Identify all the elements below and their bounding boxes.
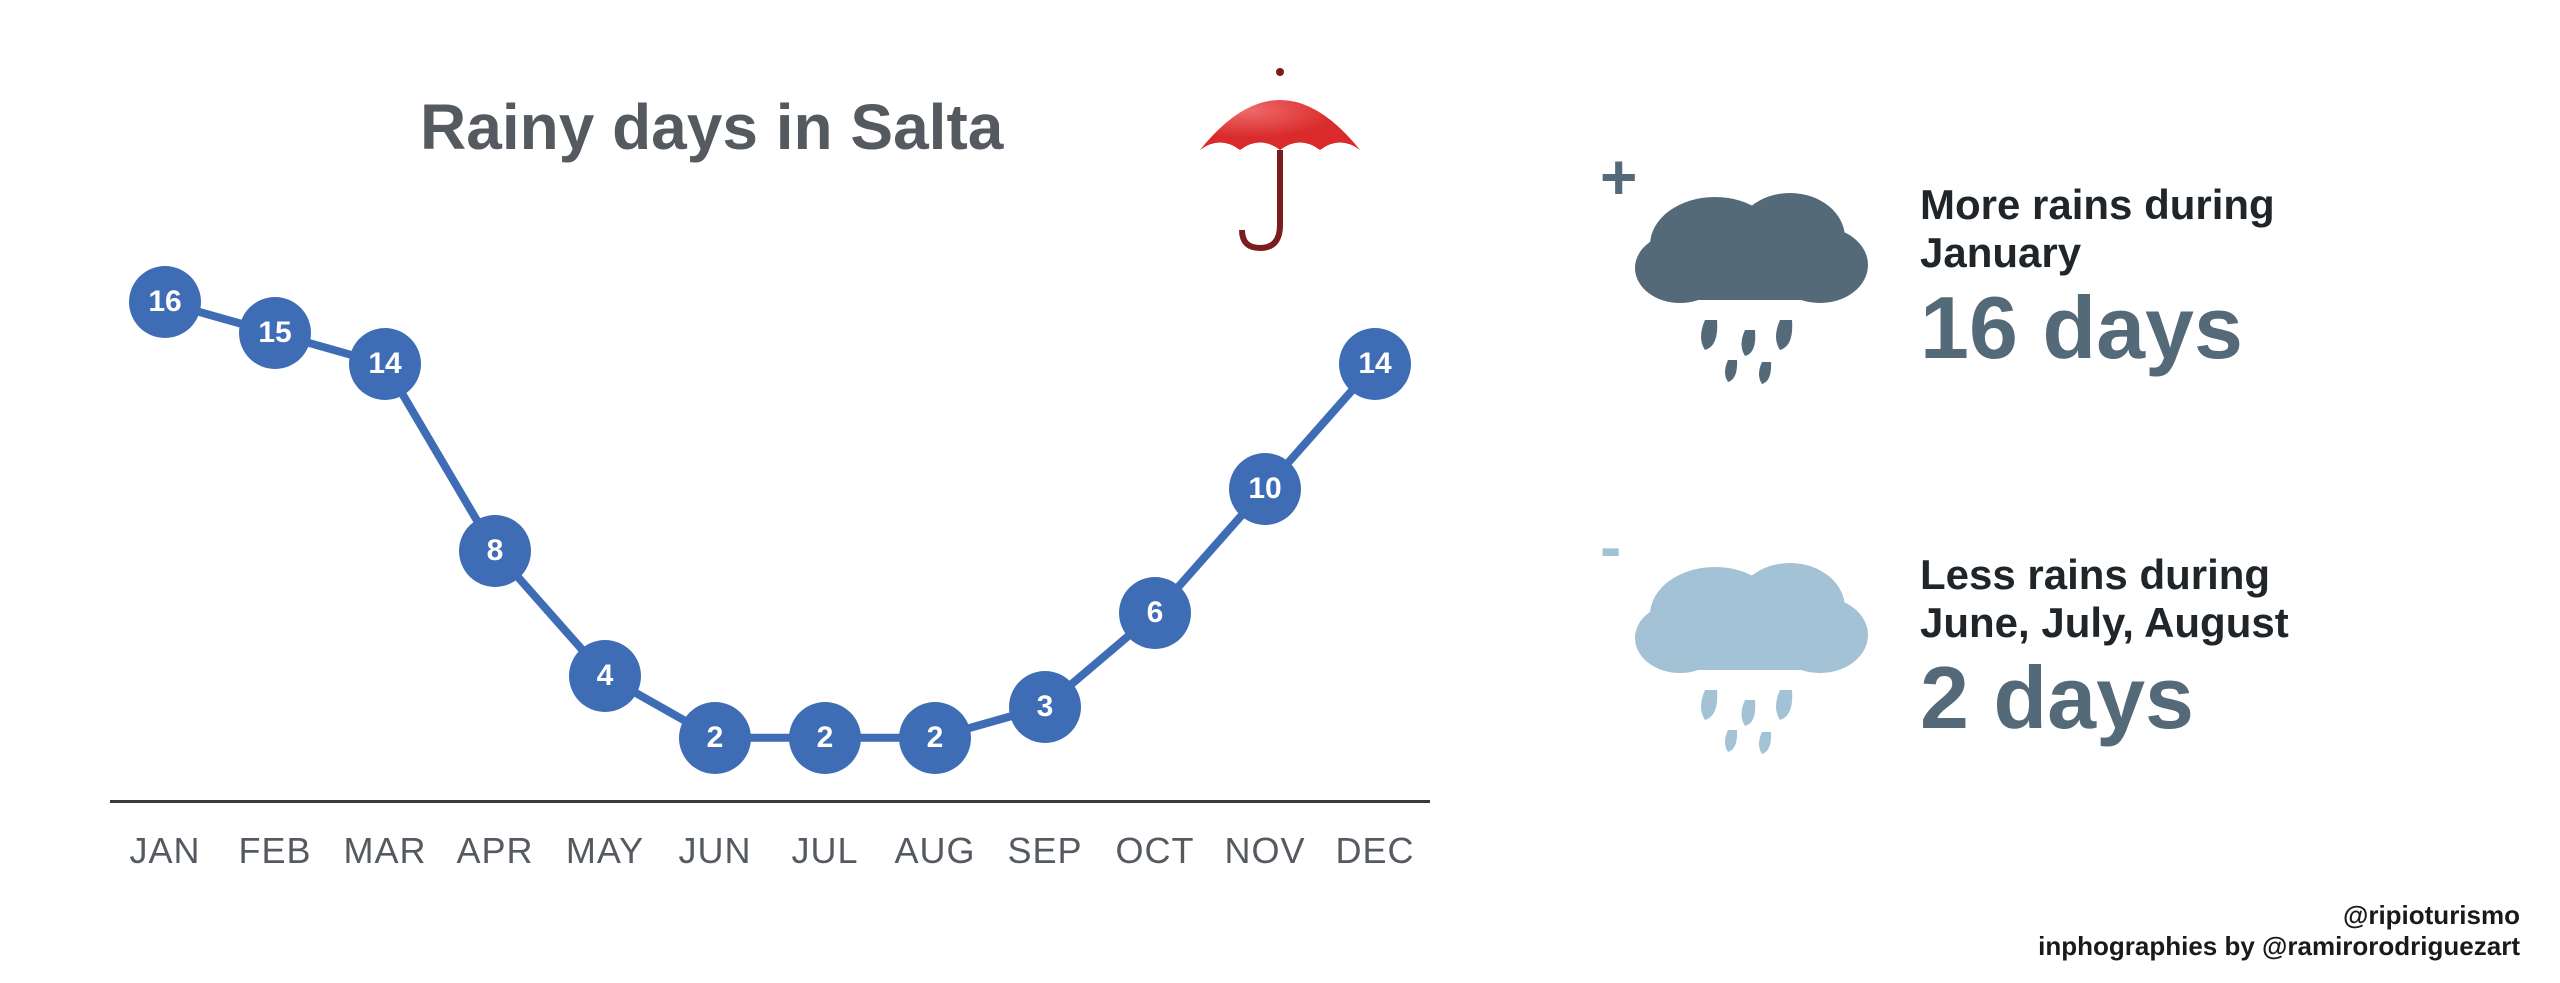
x-tick-label: NOV xyxy=(1224,830,1305,872)
rain-cloud-dark-icon: + xyxy=(1620,170,1880,390)
more-days-big: 16 days xyxy=(1920,277,2275,379)
data-point: 16 xyxy=(129,266,201,338)
less-line2: June, July, August xyxy=(1920,599,2289,647)
x-tick-label: AUG xyxy=(894,830,975,872)
x-tick-label: FEB xyxy=(238,830,311,872)
data-point: 3 xyxy=(1009,671,1081,743)
more-line2: January xyxy=(1920,229,2275,277)
credits: @ripioturismo inphographies by @ramiroro… xyxy=(2038,900,2520,962)
less-line1: Less rains during xyxy=(1920,551,2289,599)
x-tick-label: APR xyxy=(456,830,533,872)
credits-line2: inphographies by @ramirorodriguezart xyxy=(2038,931,2520,962)
data-point: 14 xyxy=(1339,328,1411,400)
less-days-big: 2 days xyxy=(1920,647,2289,749)
callout-more-rain: + More rains during January 16 days xyxy=(1620,170,2275,390)
x-tick-label: MAR xyxy=(344,830,427,872)
x-tick-label: OCT xyxy=(1116,830,1195,872)
x-tick-label: MAY xyxy=(566,830,644,872)
x-tick-label: JUN xyxy=(679,830,752,872)
x-tick-label: JAN xyxy=(129,830,200,872)
data-point: 2 xyxy=(899,702,971,774)
data-point: 15 xyxy=(239,297,311,369)
x-axis xyxy=(110,800,1430,803)
data-point: 2 xyxy=(679,702,751,774)
infographic-root: Rainy days in Salta 16151484222361014 JA… xyxy=(0,0,2560,983)
credits-line1: @ripioturismo xyxy=(2038,900,2520,931)
x-tick-label: JUL xyxy=(791,830,858,872)
x-tick-label: DEC xyxy=(1335,830,1414,872)
data-point: 2 xyxy=(789,702,861,774)
more-line1: More rains during xyxy=(1920,181,2275,229)
data-point: 4 xyxy=(569,640,641,712)
callout-more-text: More rains during January 16 days xyxy=(1920,181,2275,379)
rainy-days-chart: 16151484222361014 JANFEBMARAPRMAYJUNJULA… xyxy=(110,240,1430,900)
data-point: 8 xyxy=(459,515,531,587)
umbrella-icon xyxy=(1180,60,1380,260)
callout-less-text: Less rains during June, July, August 2 d… xyxy=(1920,551,2289,749)
data-point: 10 xyxy=(1229,453,1301,525)
rain-cloud-light-icon: - xyxy=(1620,540,1880,760)
chart-title: Rainy days in Salta xyxy=(420,90,1003,164)
data-point: 14 xyxy=(349,328,421,400)
data-point: 6 xyxy=(1119,577,1191,649)
callout-less-rain: - Less rains during June, July, August 2… xyxy=(1620,540,2289,760)
x-tick-label: SEP xyxy=(1007,830,1082,872)
